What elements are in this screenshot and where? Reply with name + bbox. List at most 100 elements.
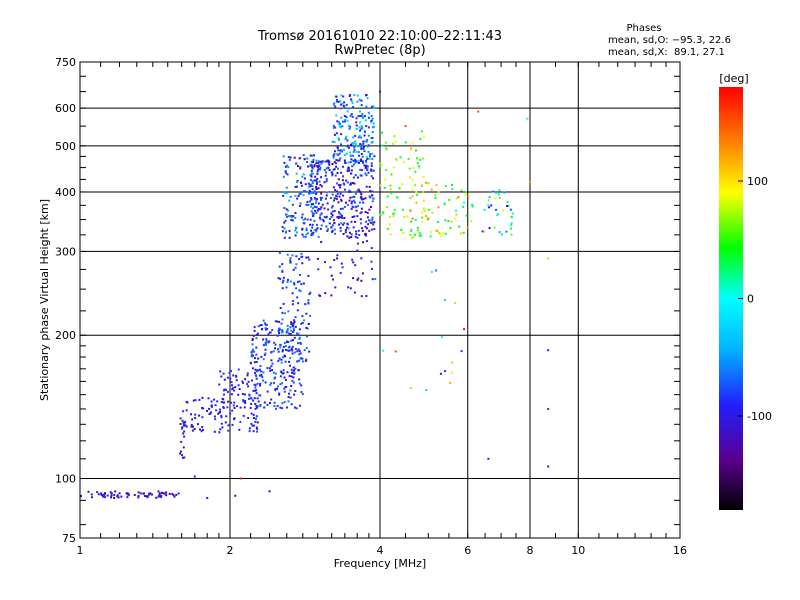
data-point [510,215,513,218]
data-point [444,185,447,188]
data-point [497,193,500,196]
data-point [349,114,352,117]
data-point [350,98,353,101]
data-point [279,346,282,349]
data-point [291,216,293,219]
data-point [419,137,422,140]
data-point [261,376,264,379]
data-point [288,360,290,363]
data-point [438,232,441,235]
data-point [297,332,300,335]
data-point [198,398,201,401]
data-point [410,228,413,231]
data-point [179,423,182,425]
data-point [288,229,291,232]
data-point [356,189,359,192]
data-point [287,346,290,349]
data-point [306,200,309,203]
data-point [213,398,216,401]
data-point [252,350,255,353]
data-point [305,256,308,259]
data-point [291,322,294,325]
data-point [318,160,321,163]
data-point [490,204,493,207]
data-point [146,495,149,498]
data-point [116,495,119,498]
data-point [338,215,341,218]
data-point [298,378,301,381]
data-point [344,161,346,164]
data-point [411,195,414,198]
data-point [382,212,385,215]
data-point [302,235,305,238]
data-point [309,314,312,317]
data-point [277,350,280,353]
data-point [339,192,342,195]
data-point [291,219,294,222]
data-point [307,182,310,185]
data-point [355,127,358,130]
data-point [285,230,288,233]
data-point [282,279,285,282]
data-point [311,233,314,236]
data-point [401,183,404,185]
data-point [207,397,210,400]
data-point [274,343,277,346]
data-point [370,260,373,263]
data-point [244,402,247,404]
data-point [301,227,304,230]
data-point [355,117,358,120]
data-point [367,111,370,114]
data-point [342,165,345,168]
data-point [364,234,367,237]
data-point [502,209,504,212]
data-point [310,169,313,172]
data-point [252,354,255,357]
data-point [281,402,284,405]
data-point [227,400,230,403]
data-point [302,154,305,156]
data-point [373,155,376,158]
data-point [342,175,345,178]
data-point [308,293,311,296]
data-point [214,404,217,407]
data-point [422,191,425,193]
data-point [451,183,453,186]
data-point [356,100,359,103]
data-point [328,163,331,166]
data-point [392,142,394,145]
data-point [294,185,297,188]
phase-stats-x: mean, sd,X: 89.1, 27.1 [608,47,725,58]
data-point [315,230,318,233]
data-point [430,271,433,273]
data-point [290,219,293,221]
data-point [351,115,354,118]
phase-stats-heading: Phases [626,23,661,34]
data-point [243,393,246,396]
data-point [182,432,185,435]
data-point [352,182,354,184]
data-point [322,218,325,221]
data-point [299,290,302,293]
x-tick-label: 8 [527,544,534,557]
data-point [250,403,253,405]
data-point [100,493,103,496]
data-point [284,378,287,381]
data-point [218,383,221,386]
data-point [301,321,304,324]
data-point [303,158,306,161]
data-point [332,157,335,159]
data-point [310,210,313,213]
x-tick-label: 1 [77,544,84,557]
data-point [206,410,208,412]
data-point [345,201,347,204]
data-point [425,215,427,218]
data-point [364,140,367,143]
data-point [325,160,328,163]
data-point [364,232,367,235]
data-point [287,396,290,398]
data-point [362,140,365,143]
data-point [296,309,299,312]
data-point [358,145,361,148]
data-point [327,228,329,231]
